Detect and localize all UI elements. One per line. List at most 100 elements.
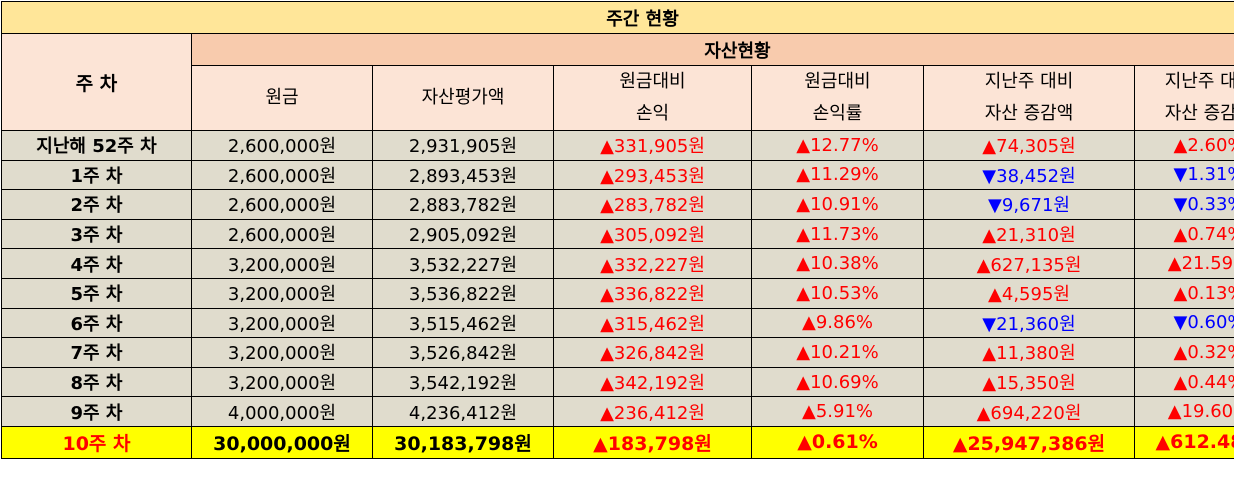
- table-row: 7주 차 3,200,000원 3,526,842원 ▲326,842원 ▲10.21%…: [1, 337, 1234, 368]
- week-label: 8주 차: [1, 366, 192, 398]
- wk-rate-cell: ▲19.60%: [1133, 396, 1234, 427]
- wk-amt-cell: ▲694,220원: [923, 396, 1135, 427]
- wk-amt-cell: ▲627,135원: [923, 248, 1135, 279]
- pl-rate-cell: ▲10.91%: [751, 189, 924, 220]
- asset-cell: 2,931,905원: [372, 130, 554, 161]
- asset-cell: 30,183,798원: [372, 425, 554, 459]
- week-label: 5주 차: [1, 277, 192, 309]
- pl-cell: ▲336,822원: [553, 277, 752, 309]
- wk-amt-cell: ▲25,947,386원: [923, 425, 1135, 459]
- pl-cell: ▲283,782원: [553, 189, 752, 220]
- pl-rate-cell: ▲10.21%: [751, 337, 924, 368]
- week-label: 2주 차: [1, 189, 192, 220]
- pl-rate-cell: ▲11.29%: [751, 159, 924, 191]
- pl-cell: ▲183,798원: [553, 425, 752, 459]
- wk-amt-cell: ▼38,452원: [923, 159, 1135, 191]
- pl-rate-cell: ▲0.61%: [751, 425, 924, 459]
- principal-cell: 3,200,000원: [191, 277, 373, 309]
- column-header-line1: 원금대비: [804, 71, 871, 92]
- table-row: 4주 차 3,200,000원 3,532,227원 ▲332,227원 ▲10.38%…: [1, 248, 1234, 279]
- asset-cell: 3,532,227원: [372, 248, 554, 279]
- weekly-status-table: 주간 현황 주 차 자산현황 원금 자산평가액 원금대비 손익 원금대비 손익률 지난주 대…: [0, 1, 1234, 459]
- pl-cell: ▲332,227원: [553, 248, 752, 279]
- asset-cell: 2,905,092원: [372, 218, 554, 250]
- pl-rate-cell: ▲10.69%: [751, 366, 924, 398]
- pl-rate-cell: ▲10.38%: [751, 248, 924, 279]
- principal-cell: 2,600,000원: [191, 189, 373, 220]
- week-label: 3주 차: [1, 218, 192, 250]
- wk-amt-cell: ▲11,380원: [923, 337, 1135, 368]
- asset-cell: 3,536,822원: [372, 277, 554, 309]
- week-label: 7주 차: [1, 337, 192, 368]
- asset-cell: 2,883,782원: [372, 189, 554, 220]
- column-header-line2: 자산 증감액: [984, 103, 1074, 124]
- wk-rate-cell: ▲2.60%: [1133, 130, 1234, 161]
- week-label: 9주 차: [1, 396, 192, 427]
- pl-cell: ▲236,412원: [553, 396, 752, 427]
- pl-cell: ▲342,192원: [553, 366, 752, 398]
- table-row: 3주 차 2,600,000원 2,905,092원 ▲305,092원 ▲11.73%…: [1, 218, 1234, 250]
- principal-cell: 4,000,000원: [191, 396, 373, 427]
- column-header-line1: 자산평가액: [421, 87, 505, 108]
- week-label: 10주 차: [1, 425, 192, 459]
- pl-rate-cell: ▲5.91%: [751, 396, 924, 427]
- table-title: 주간 현황: [0, 1, 1234, 34]
- wk-amt-cell: ▲4,595원: [923, 277, 1135, 309]
- wk-rate-cell: ▲0.13%: [1133, 277, 1234, 309]
- wk-rate-cell: ▼0.60%: [1133, 307, 1234, 339]
- table-row: 1주 차 2,600,000원 2,893,453원 ▲293,453원 ▲11.29%…: [1, 159, 1234, 191]
- wk-amt-cell: ▼21,360원: [923, 307, 1135, 339]
- table-row: 6주 차 3,200,000원 3,515,462원 ▲315,462원 ▲9.86% ▼…: [1, 307, 1234, 339]
- pl-cell: ▲305,092원: [553, 218, 752, 250]
- column-header-line2: 손익률: [812, 103, 863, 124]
- pl-cell: ▲331,905원: [553, 130, 752, 161]
- week-label: 지난해 52주 차: [1, 130, 192, 161]
- table-row: 지난해 52주 차 2,600,000원 2,931,905원 ▲331,905원 ▲1…: [1, 130, 1234, 161]
- table-row: 2주 차 2,600,000원 2,883,782원 ▲283,782원 ▲10.91%…: [1, 189, 1234, 220]
- asset-cell: 2,893,453원: [372, 159, 554, 191]
- asset-cell: 3,526,842원: [372, 337, 554, 368]
- wk-amt-cell: ▲15,350원: [923, 366, 1135, 398]
- pl-rate-cell: ▲9.86%: [751, 307, 924, 339]
- week-label: 6주 차: [1, 307, 192, 339]
- pl-cell: ▲315,462원: [553, 307, 752, 339]
- table-row: 9주 차 4,000,000원 4,236,412원 ▲236,412원 ▲5.91% ▲…: [1, 396, 1234, 427]
- column-header-line1: 지난주 대비: [1164, 71, 1234, 92]
- pl-cell: ▲293,453원: [553, 159, 752, 191]
- wk-rate-cell: ▼1.31%: [1133, 159, 1234, 191]
- pl-rate-cell: ▲11.73%: [751, 218, 924, 250]
- asset-cell: 4,236,412원: [372, 396, 554, 427]
- total-row: 10주 차 30,000,000원 30,183,798원 ▲183,798원 ▲0.6…: [1, 425, 1234, 459]
- asset-cell: 3,542,192원: [372, 366, 554, 398]
- wk-amt-cell: ▼9,671원: [923, 189, 1135, 220]
- wk-rate-cell: ▼0.33%: [1133, 189, 1234, 220]
- week-column-header: 주 차: [1, 33, 192, 131]
- table-row: 5주 차 3,200,000원 3,536,822원 ▲336,822원 ▲10.53%…: [1, 277, 1234, 309]
- week-label: 1주 차: [1, 159, 192, 191]
- asset-cell: 3,515,462원: [372, 307, 554, 339]
- principal-cell: 3,200,000원: [191, 248, 373, 279]
- asset-status-group-header: 자산현황: [190, 33, 1234, 66]
- column-header: 원금: [191, 65, 373, 131]
- wk-amt-cell: ▲74,305원: [923, 130, 1135, 161]
- column-header: 지난주 대비 자산 증감액: [923, 65, 1135, 131]
- wk-rate-cell: ▲0.44%: [1133, 366, 1234, 398]
- column-header-line2: 손익: [635, 103, 670, 124]
- column-header-line2: 자산 증감률: [1164, 103, 1234, 124]
- wk-rate-cell: ▲0.32%: [1133, 337, 1234, 368]
- wk-rate-cell: ▲0.74%: [1133, 218, 1234, 250]
- principal-cell: 3,200,000원: [191, 337, 373, 368]
- column-header-line1: 원금: [265, 87, 299, 108]
- principal-cell: 2,600,000원: [191, 130, 373, 161]
- principal-cell: 3,200,000원: [191, 307, 373, 339]
- column-header-line1: 원금대비: [619, 71, 686, 92]
- wk-amt-cell: ▲21,310원: [923, 218, 1135, 250]
- table-row: 8주 차 3,200,000원 3,542,192원 ▲342,192원 ▲10.69%…: [1, 366, 1234, 398]
- pl-cell: ▲326,842원: [553, 337, 752, 368]
- week-label: 4주 차: [1, 248, 192, 279]
- principal-cell: 2,600,000원: [191, 218, 373, 250]
- principal-cell: 30,000,000원: [191, 425, 373, 459]
